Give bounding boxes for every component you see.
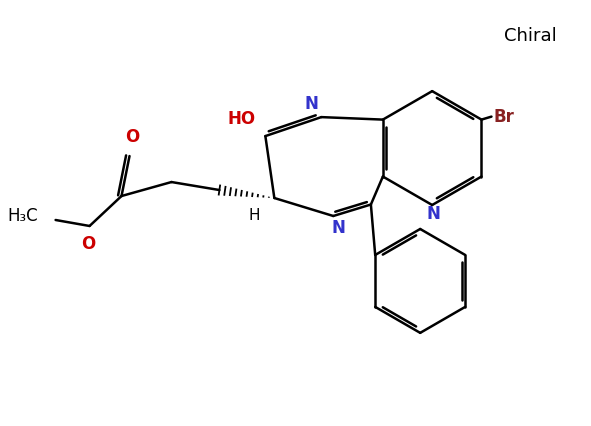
Text: H₃C: H₃C: [7, 207, 38, 225]
Text: N: N: [332, 219, 345, 237]
Text: N: N: [426, 205, 440, 223]
Text: HO: HO: [228, 110, 255, 128]
Text: O: O: [82, 235, 96, 253]
Text: H: H: [249, 208, 260, 223]
Text: Br: Br: [493, 108, 514, 126]
Text: O: O: [125, 128, 139, 146]
Text: N: N: [304, 95, 319, 113]
Text: Chiral: Chiral: [504, 27, 557, 45]
